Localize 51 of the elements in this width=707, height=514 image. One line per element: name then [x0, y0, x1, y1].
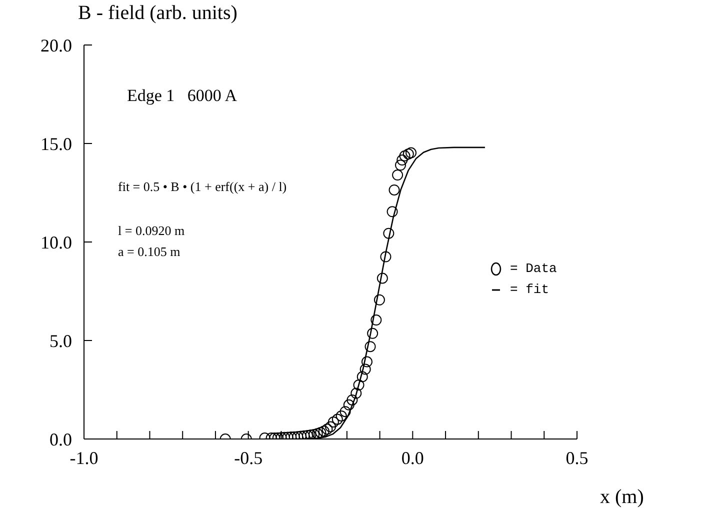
y-axis-title: B - field (arb. units) — [78, 2, 238, 25]
point — [346, 394, 358, 406]
point — [396, 154, 408, 166]
point — [336, 410, 347, 422]
point — [322, 424, 333, 435]
point — [308, 428, 320, 439]
point — [380, 251, 392, 262]
point — [367, 328, 378, 339]
point — [360, 364, 371, 375]
point — [395, 160, 406, 171]
point — [364, 341, 376, 352]
y-tick-label: 15.0 — [40, 134, 72, 154]
x-tick-label: 0.0 — [401, 448, 424, 468]
point — [318, 426, 330, 437]
x-tick-label: -0.5 — [234, 448, 263, 468]
point — [376, 272, 388, 284]
annotation: l = 0.0920 m — [118, 223, 185, 238]
y-tick-label: 5.0 — [50, 330, 72, 351]
point — [383, 228, 394, 239]
point — [353, 380, 364, 391]
y-tick-label: 10.0 — [40, 232, 72, 252]
point — [332, 414, 343, 425]
legend-label: = Data — [510, 260, 557, 278]
point — [340, 406, 351, 418]
point — [302, 430, 313, 439]
point — [325, 421, 336, 432]
point — [298, 430, 310, 439]
point — [312, 428, 323, 439]
legend-label: = fit — [510, 281, 550, 299]
point — [406, 147, 417, 158]
x-axis-title: x (m) — [600, 486, 644, 509]
point — [386, 206, 398, 218]
point — [388, 184, 400, 196]
annotation: fit = 0.5 • B • (1 + erf((x + a) / l) — [118, 179, 287, 194]
point — [402, 148, 414, 160]
point — [328, 416, 339, 428]
point — [343, 399, 354, 410]
point — [399, 150, 410, 162]
point — [370, 314, 382, 326]
point — [350, 388, 362, 399]
x-tick-label: -1.0 — [70, 448, 98, 468]
annotation: a = 0.105 m — [118, 244, 180, 259]
point — [374, 294, 385, 306]
annotation: Edge 1 6000 A — [127, 86, 238, 105]
y-tick-label: 20.0 — [40, 35, 72, 56]
x-tick-label: 0.5 — [566, 448, 588, 468]
point — [315, 427, 326, 438]
point — [361, 356, 372, 368]
point — [356, 371, 368, 382]
y-tick-label: 0.0 — [50, 429, 72, 450]
point — [392, 170, 404, 181]
